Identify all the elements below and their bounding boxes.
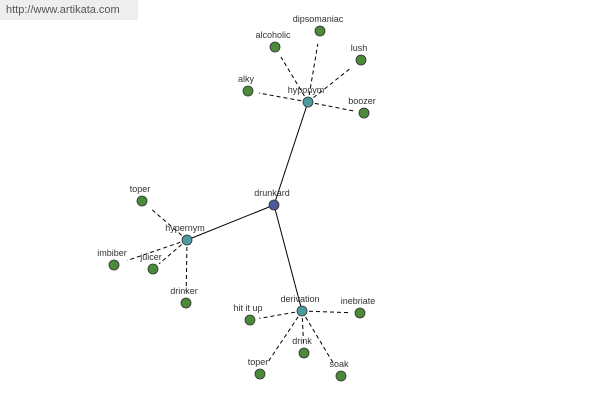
node-label: alcoholic xyxy=(255,30,291,40)
node-label: derivation xyxy=(280,294,319,304)
leaf-node xyxy=(314,25,326,37)
node-label: toper xyxy=(248,357,269,367)
dashed-edge xyxy=(301,310,335,365)
dashed-edge xyxy=(307,67,352,103)
leaf-node xyxy=(335,370,347,382)
leaf-node xyxy=(358,107,370,119)
root-node xyxy=(268,199,280,211)
hub-node xyxy=(302,96,314,108)
leaf-node xyxy=(108,259,120,271)
node-label: lush xyxy=(351,43,368,53)
node-label: drink xyxy=(292,336,312,346)
edge xyxy=(273,101,309,206)
node-label: drunkard xyxy=(254,188,290,198)
dashed-edge xyxy=(258,92,309,103)
dashed-edge xyxy=(307,101,355,112)
leaf-node xyxy=(355,54,367,66)
node-label: hit it up xyxy=(233,303,262,313)
dashed-edge xyxy=(301,310,305,346)
leaf-node xyxy=(254,368,266,380)
dashed-edge xyxy=(280,56,309,103)
node-label: toper xyxy=(130,184,151,194)
dashed-edge xyxy=(267,310,303,363)
dashed-edge xyxy=(259,310,303,319)
node-label: alky xyxy=(238,74,255,84)
hub-node xyxy=(296,305,308,317)
edge xyxy=(186,204,275,241)
dashed-edge xyxy=(126,239,188,261)
node-label: hypernym xyxy=(165,223,205,233)
node-label: inebriate xyxy=(341,296,376,306)
node-label: juicer xyxy=(139,252,162,262)
node-label: boozer xyxy=(348,96,376,106)
leaf-node xyxy=(180,297,192,309)
node-label: soak xyxy=(329,359,349,369)
dashed-edge xyxy=(301,310,350,314)
site-url[interactable]: http://www.artikata.com xyxy=(0,0,138,20)
node-label: dipsomaniac xyxy=(293,14,344,24)
dashed-edge xyxy=(185,239,188,292)
leaf-node xyxy=(354,307,366,319)
node-label: hyponym xyxy=(288,85,325,95)
leaf-node xyxy=(244,314,256,326)
dashed-edge xyxy=(158,239,188,265)
edge xyxy=(273,204,303,312)
node-label: imbiber xyxy=(97,248,127,258)
node-label: drinker xyxy=(170,286,198,296)
leaf-node xyxy=(269,41,281,53)
dashed-edge xyxy=(149,207,188,241)
dashed-edge xyxy=(307,43,319,103)
leaf-node xyxy=(136,195,148,207)
leaf-node xyxy=(242,85,254,97)
leaf-node xyxy=(147,263,159,275)
leaf-node xyxy=(298,347,310,359)
hub-node xyxy=(181,234,193,246)
